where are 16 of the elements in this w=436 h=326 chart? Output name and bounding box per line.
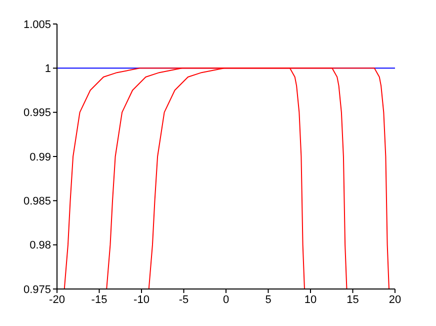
x-tick-label: 0 xyxy=(222,294,230,306)
x-tick-label: 5 xyxy=(265,294,272,306)
y-tick-label: 0.985 xyxy=(23,196,51,208)
x-tick-label: 20 xyxy=(388,294,402,306)
y-tick-label: 0.975 xyxy=(23,284,51,296)
x-tick-label: -10 xyxy=(134,294,150,306)
y-tick-label: 0.98 xyxy=(30,240,51,252)
y-tick-label: 0.995 xyxy=(23,107,51,120)
y-tick-label: 1.005 xyxy=(23,18,51,31)
x-tick-label: -20 xyxy=(49,294,65,306)
x-tick-label: -15 xyxy=(91,294,108,306)
y-tick-label: 1 xyxy=(44,63,51,76)
x-tick-label: 15 xyxy=(346,294,359,306)
y-tick-label: 0.99 xyxy=(30,151,51,164)
x-tick-label: -5 xyxy=(178,294,189,306)
x-tick-label: 10 xyxy=(304,294,317,306)
